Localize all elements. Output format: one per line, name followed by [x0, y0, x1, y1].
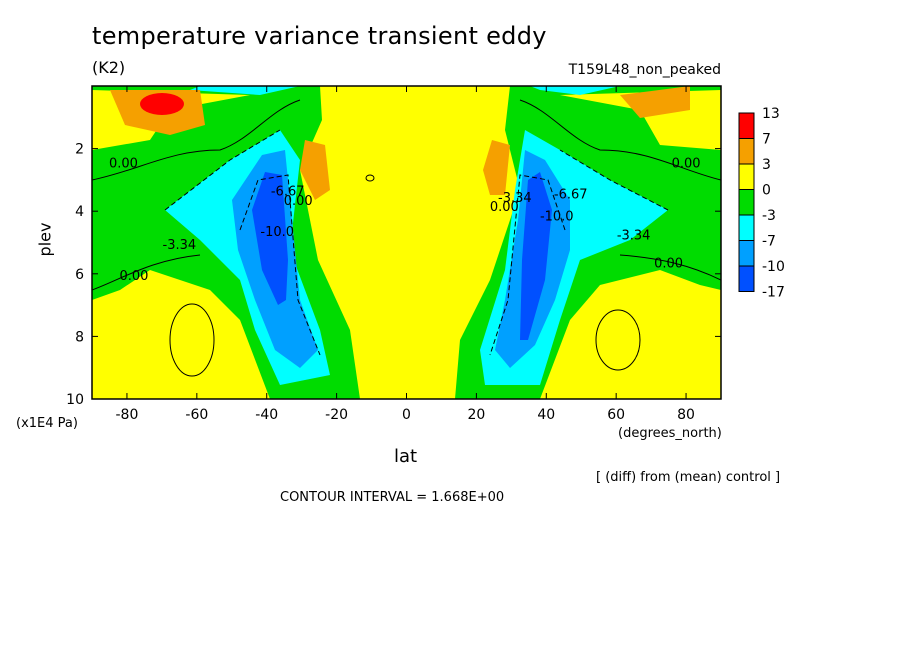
colorbar-swatch: [738, 214, 755, 241]
x-tick-label: 80: [677, 407, 695, 423]
colorbar-label: 13: [762, 106, 780, 122]
contour-label: -10.0: [540, 210, 574, 225]
y-axis-unit: (x1E4 Pa): [16, 416, 78, 431]
colorbar-label: -3: [762, 208, 776, 224]
y-tick-label: 6: [75, 267, 84, 283]
colorbar-swatch: [738, 265, 755, 292]
peak-left: [140, 93, 184, 115]
colorbar-swatch: [738, 240, 755, 267]
colorbar-label: -7: [762, 234, 776, 250]
y-tick-label: 4: [75, 204, 84, 220]
contour-label: 0.00: [109, 156, 138, 171]
colorbar-label: 7: [762, 132, 771, 148]
y-axis: 2 4 6 8 10: [66, 142, 721, 408]
y-tick-label: 8: [75, 329, 84, 345]
colorbar-swatch: [738, 112, 755, 139]
y-tick-label: 2: [75, 142, 84, 158]
x-tick-label: -20: [325, 407, 348, 423]
x-axis-label: lat: [394, 446, 418, 467]
contour-fill: [92, 86, 721, 399]
contour-label: -3.34: [498, 191, 532, 206]
x-tick-label: 60: [607, 407, 625, 423]
colorbar-swatch: [738, 163, 755, 190]
x-tick-label: 20: [467, 407, 485, 423]
colorbar-swatch: [738, 189, 755, 216]
x-tick-label: 40: [537, 407, 555, 423]
contour-interval: CONTOUR INTERVAL = 1.668E+00: [280, 490, 505, 505]
contour-label: -6.67: [554, 188, 588, 203]
contour-label: 0.00: [119, 269, 148, 284]
colorbar-label: 0: [762, 183, 771, 199]
colorbar-label: 3: [762, 157, 771, 173]
x-axis-unit: (degrees_north): [618, 426, 722, 441]
x-tick-label: -40: [255, 407, 278, 423]
x-tick-label: 0: [402, 407, 411, 423]
colorbar-label: -17: [762, 285, 785, 301]
x-axis: -80 -60 -40 -20 0 20 40 60 80: [116, 86, 695, 423]
colorbar-label: -10: [762, 259, 785, 275]
contour-label: 0.00: [672, 156, 701, 171]
y-tick-label: 10: [66, 392, 84, 408]
chart-title: temperature variance transient eddy: [92, 22, 547, 50]
core-left: [252, 172, 288, 305]
chart-units: (K2): [92, 58, 126, 77]
x-tick-label: -80: [116, 407, 139, 423]
positive-mid-right: [483, 140, 510, 195]
contour-label: -10.0: [260, 225, 294, 240]
contour-label: 0.00: [490, 200, 519, 215]
diff-note: [ (diff) from (mean) control ]: [596, 470, 781, 485]
contour-labels: 0.00 0.00-3.34-3.340.000.00-10.0-6.670.00…: [109, 156, 701, 284]
contour-label: 0.00: [284, 194, 313, 209]
positive-high-right: [620, 86, 690, 118]
x-tick-label: -60: [185, 407, 208, 423]
positive-mid-left: [300, 140, 330, 200]
contour-label: -3.34: [163, 238, 197, 253]
contour-label: -3.34: [617, 228, 651, 243]
core-right: [520, 172, 552, 340]
run-name: T159L48_non_peaked: [568, 62, 721, 78]
colorbar-swatch: [738, 138, 755, 165]
contour-label: 0.00: [654, 257, 683, 272]
contour-label: -6.67: [271, 185, 305, 200]
